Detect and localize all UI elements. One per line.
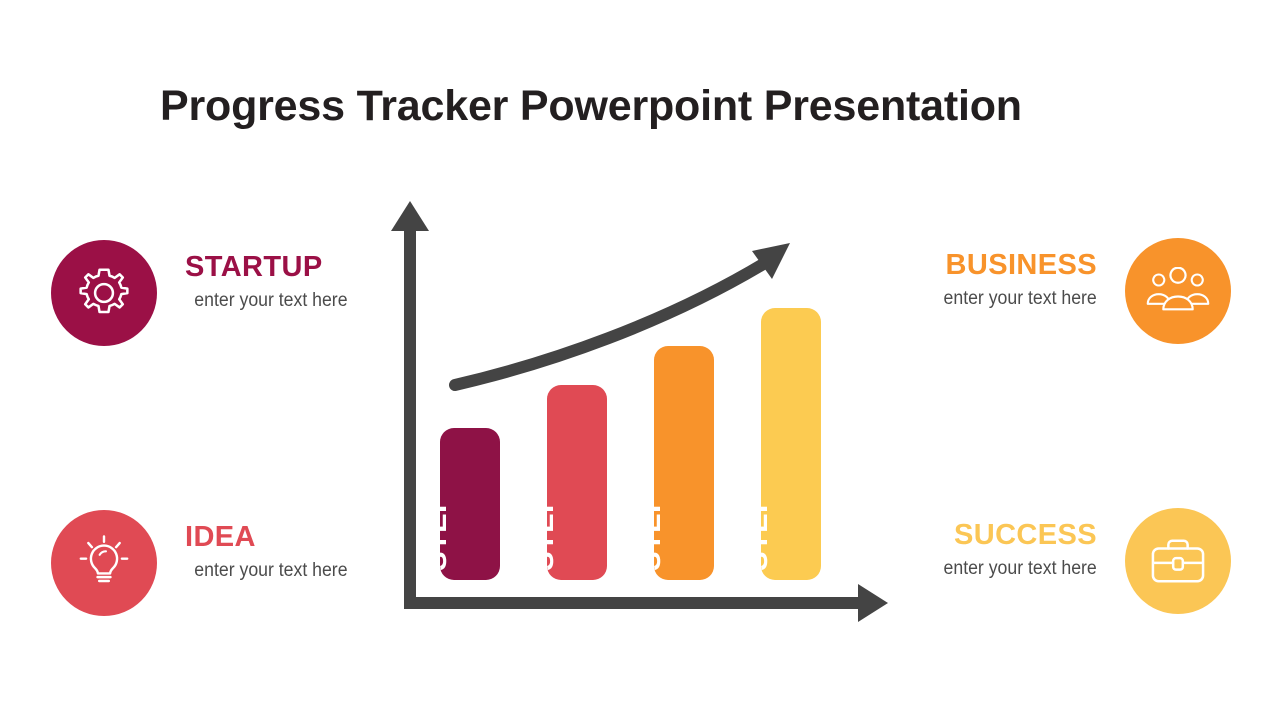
y-axis-arrowhead: [391, 201, 429, 231]
growth-arrow-head: [752, 243, 790, 279]
feature-desc-idea: enter your text here: [194, 560, 348, 582]
x-axis-line: [404, 597, 872, 609]
feature-text-success: SUCCESS enter your text here: [922, 508, 1097, 582]
growth-trend-arrow: [449, 243, 790, 391]
x-axis-arrowhead: [858, 584, 888, 622]
bar-label-step-3: 3 STEP: [635, 493, 667, 596]
bar-step-1[interactable]: [440, 428, 500, 580]
feature-title-idea: IDEA: [185, 521, 256, 553]
briefcase-icon-glyph: [1151, 539, 1205, 583]
page-title: Progress Tracker Powerpoint Presentation: [160, 82, 1022, 130]
chart-bars: [440, 308, 821, 580]
progress-bar-chart: 1 STEP 2 STEP 3 STEP 4 STEP: [380, 195, 900, 630]
chart-axes: [391, 201, 888, 622]
feature-item-startup[interactable]: STARTUP enter your text here: [51, 240, 360, 346]
bar-step-4[interactable]: [761, 308, 821, 580]
lightbulb-icon: [51, 510, 157, 616]
bar-label-step-2: 2 STEP: [528, 493, 560, 596]
feature-item-business[interactable]: BUSINESS enter your text here: [922, 238, 1231, 344]
bar-label-step-4: 4 STEP: [742, 493, 774, 596]
feature-title-success: SUCCESS: [954, 519, 1097, 551]
people-group-icon-glyph: [1146, 267, 1210, 311]
feature-title-startup: STARTUP: [185, 251, 323, 283]
bar-step-3[interactable]: [654, 346, 714, 580]
gear-icon: [51, 240, 157, 346]
feature-text-business: BUSINESS enter your text here: [922, 238, 1097, 312]
bar-label-step-1: 1 STEP: [421, 493, 453, 596]
y-axis-line: [404, 217, 416, 609]
feature-text-idea: IDEA enter your text here: [185, 510, 360, 584]
feature-item-idea[interactable]: IDEA enter your text here: [51, 510, 360, 616]
feature-item-success[interactable]: SUCCESS enter your text here: [922, 508, 1231, 614]
feature-text-startup: STARTUP enter your text here: [185, 240, 360, 314]
people-group-icon: [1125, 238, 1231, 344]
lightbulb-icon-glyph: [79, 535, 129, 583]
feature-desc-startup: enter your text here: [194, 290, 348, 312]
briefcase-icon: [1125, 508, 1231, 614]
bar-step-2[interactable]: [547, 385, 607, 580]
feature-desc-business: enter your text here: [943, 288, 1097, 310]
gear-icon-glyph: [79, 268, 129, 314]
feature-desc-success: enter your text here: [943, 558, 1097, 580]
chart-canvas: [391, 201, 888, 622]
feature-title-business: BUSINESS: [945, 249, 1097, 281]
